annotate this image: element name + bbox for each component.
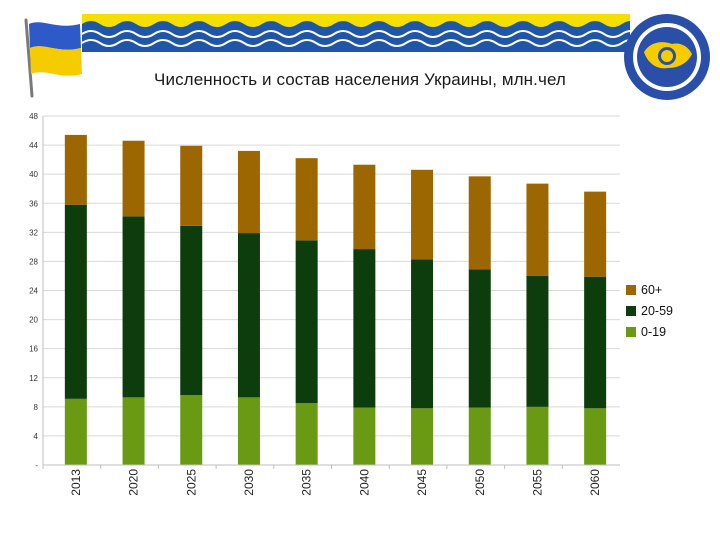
legend-item-60-plus: 60+	[626, 279, 673, 300]
bar-segment-20-59-2055	[526, 275, 549, 407]
y-tick-label: 44	[29, 141, 38, 150]
y-tick-label: 48	[29, 112, 38, 121]
bar-segment-60-plus-2030	[237, 150, 260, 234]
bar-segment-0-19-2013	[64, 398, 87, 465]
bar-segment-20-59-2025	[180, 225, 203, 396]
slide-header: Численность и состав населения Украины, …	[0, 0, 720, 110]
legend-label-60-plus: 60+	[641, 282, 663, 297]
bar-segment-0-19-2035	[295, 403, 318, 465]
bar-segment-20-59-2020	[122, 216, 145, 398]
y-tick-label: 12	[29, 374, 38, 383]
bar-segment-60-plus-2020	[122, 140, 145, 217]
institute-emblem-icon	[624, 14, 710, 100]
bar-segment-60-plus-2050	[468, 176, 491, 270]
y-tick-label: 32	[29, 228, 38, 237]
y-tick-label: 20	[29, 316, 38, 325]
x-tick-label: 2025	[184, 469, 198, 496]
legend-item-20-59: 20-59	[626, 300, 673, 321]
x-tick-label: 2055	[530, 469, 544, 496]
legend-swatch-0-19	[626, 326, 636, 337]
legend-swatch-60-plus	[626, 284, 636, 295]
x-tick-label: 2035	[300, 469, 314, 496]
x-tick-label: 2020	[127, 469, 141, 496]
bar-segment-60-plus-2040	[353, 164, 376, 250]
y-tick-label: 4	[34, 432, 39, 441]
bar-segment-20-59-2050	[468, 269, 491, 408]
y-tick-label: 28	[29, 257, 38, 266]
bar-segment-20-59-2060	[584, 276, 607, 409]
x-tick-label: 2050	[473, 469, 487, 496]
x-tick-label: 2060	[588, 469, 602, 496]
bar-segment-60-plus-2035	[295, 158, 318, 241]
legend-swatch-20-59	[626, 305, 636, 316]
legend-label-0-19: 0-19	[641, 324, 667, 339]
chart-legend: 60+ 20-59 0-19	[626, 279, 673, 342]
y-tick-label: 36	[29, 199, 38, 208]
ukraine-flag-icon	[24, 18, 82, 98]
bar-segment-0-19-2020	[122, 397, 145, 465]
bar-segment-60-plus-2025	[180, 145, 203, 226]
bar-segment-0-19-2055	[526, 406, 549, 465]
x-tick-label: 2013	[69, 469, 83, 496]
x-tick-label: 2040	[357, 469, 371, 496]
y-tick-label: 40	[29, 170, 38, 179]
y-tick-label: 8	[34, 403, 39, 412]
bar-segment-0-19-2030	[237, 397, 260, 465]
chart-title: Численность и состав населения Украины, …	[154, 70, 566, 89]
bar-segment-20-59-2035	[295, 240, 318, 404]
y-tick-label: 16	[29, 345, 38, 354]
bar-segment-20-59-2040	[353, 249, 376, 408]
bar-segment-0-19-2045	[411, 408, 434, 465]
bar-segment-60-plus-2055	[526, 183, 549, 276]
bar-segment-20-59-2045	[411, 259, 434, 409]
x-tick-label: 2030	[242, 469, 256, 496]
chart-bars	[64, 134, 607, 465]
bar-segment-0-19-2060	[584, 408, 607, 465]
y-tick-label: 24	[29, 287, 38, 296]
legend-item-0-19: 0-19	[626, 321, 673, 342]
bar-segment-0-19-2040	[353, 407, 376, 465]
x-tick-label: 2045	[415, 469, 429, 496]
bar-segment-0-19-2025	[180, 395, 203, 465]
wave-banner	[82, 14, 630, 52]
bar-segment-60-plus-2013	[64, 134, 87, 205]
bar-segment-60-plus-2045	[411, 169, 434, 260]
bar-segment-20-59-2013	[64, 204, 87, 399]
y-tick-label: -	[35, 461, 38, 470]
bar-segment-20-59-2030	[237, 233, 260, 398]
legend-label-20-59: 20-59	[641, 303, 673, 318]
bar-segment-0-19-2050	[468, 407, 491, 465]
bar-segment-60-plus-2060	[584, 191, 607, 277]
